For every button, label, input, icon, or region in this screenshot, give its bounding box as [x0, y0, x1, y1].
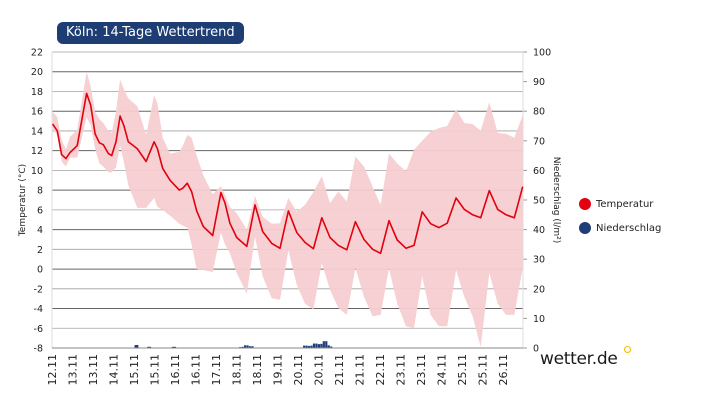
y2-axis-title: Niederschlag (l/m²): [551, 157, 561, 244]
x-tick-label: 18.11: [251, 354, 264, 386]
y-tick-label: 2: [37, 245, 43, 256]
logo-dot-icon: [624, 346, 631, 353]
precipitation-bar: [320, 343, 323, 348]
x-tick-label: 14.11: [108, 354, 121, 386]
y-tick-label: 4: [37, 225, 43, 236]
y2-tick-label: 70: [533, 136, 545, 147]
x-tick-label: 25.11: [477, 354, 490, 386]
y2-tick-label: 30: [533, 255, 545, 266]
precipitation-bar: [317, 344, 321, 348]
precipitation-bar: [147, 346, 150, 348]
x-tick-label: 24.11: [436, 354, 449, 386]
precipitation-bar: [315, 343, 318, 348]
y-tick-label: 14: [31, 126, 43, 137]
precipitation-bar: [325, 341, 328, 348]
precipitation-bar: [134, 345, 137, 348]
y-axis-title: Temperatur (°C): [18, 164, 28, 237]
x-tick-label: 16.11: [169, 354, 182, 386]
y2-tick-label: 0: [533, 344, 539, 355]
precipitation-bar: [136, 345, 139, 348]
y-tick-label: 0: [37, 265, 43, 276]
y-tick-label: 8: [37, 186, 43, 197]
precipitation-bar: [312, 343, 316, 348]
y2-tick-label: 40: [533, 225, 545, 236]
precipitation-bar: [303, 345, 306, 348]
precipitation-bar: [246, 345, 249, 348]
y-tick-label: 18: [31, 87, 43, 98]
y-tick-label: 6: [37, 205, 43, 216]
x-tick-label: 17.11: [210, 354, 223, 386]
x-tick-label: 19.11: [272, 354, 285, 386]
y2-tick-label: 10: [533, 314, 545, 325]
y2-tick-label: 20: [533, 284, 545, 295]
y-tick-label: -8: [34, 344, 43, 355]
x-tick-label: 21.11: [333, 354, 346, 386]
temperature-range-band: [52, 71, 523, 347]
x-tick-label: 26.11: [497, 354, 510, 386]
y-tick-label: 16: [31, 107, 43, 118]
y2-tick-label: 60: [533, 166, 545, 177]
x-tick-label: 13.11: [87, 354, 100, 386]
x-tick-label: 21.11: [354, 354, 367, 386]
precipitation-bar: [251, 346, 254, 348]
y2-tick-label: 90: [533, 77, 545, 88]
x-tick-label: 15.11: [149, 354, 162, 386]
x-tick-label: 12.11: [46, 354, 59, 386]
y2-tick-label: 100: [533, 48, 551, 59]
y-tick-label: -4: [34, 304, 43, 315]
chart-title: Köln: 14-Tage Wettertrend: [57, 22, 244, 44]
x-tick-label: 23.11: [415, 354, 428, 386]
x-tick-label: 20.11: [313, 354, 326, 386]
legend-label: Temperatur: [596, 198, 654, 210]
legend-item-precipitation[interactable]: Niederschlag: [579, 222, 661, 234]
y-tick-label: 22: [31, 48, 43, 59]
x-tick-label: 25.11: [456, 354, 469, 386]
x-tick-label: 18.11: [231, 354, 244, 386]
y2-tick-label: 80: [533, 107, 545, 118]
precipitation-bar: [327, 345, 330, 348]
precipitation-bar: [330, 346, 333, 348]
x-tick-label: 20.11: [292, 354, 305, 386]
temperature-legend-dot: [579, 198, 591, 210]
precipitation-bar: [248, 346, 252, 348]
precipitation-bar: [173, 346, 177, 348]
y2-tick-label: 50: [533, 196, 545, 207]
x-tick-label: 15.11: [128, 354, 141, 386]
x-tick-label: 13.11: [67, 354, 80, 386]
precipitation-bar: [310, 345, 313, 348]
precipitation-bar: [307, 345, 311, 348]
precipitation-legend-dot: [579, 222, 591, 234]
x-tick-label: 23.11: [395, 354, 408, 386]
precipitation-bar: [244, 345, 247, 348]
y-tick-label: -6: [34, 324, 43, 335]
temperature-line: [51, 92, 524, 255]
precipitation-bar: [322, 341, 325, 348]
wetter-de-logo: wetter.de: [540, 349, 618, 369]
x-tick-label: 16.11: [190, 354, 203, 386]
x-tick-label: 22.11: [374, 354, 387, 386]
precipitation-bar: [241, 346, 244, 348]
precipitation-bar: [305, 345, 308, 348]
y-tick-label: -2: [34, 284, 43, 295]
precipitation-bar: [148, 346, 152, 348]
y-tick-label: 12: [31, 146, 43, 157]
legend-label: Niederschlag: [596, 222, 662, 234]
y-tick-label: 20: [31, 67, 43, 78]
legend-item-temperature[interactable]: Temperatur: [579, 198, 653, 210]
y-tick-label: 10: [31, 166, 43, 177]
precipitation-bar: [171, 346, 175, 348]
